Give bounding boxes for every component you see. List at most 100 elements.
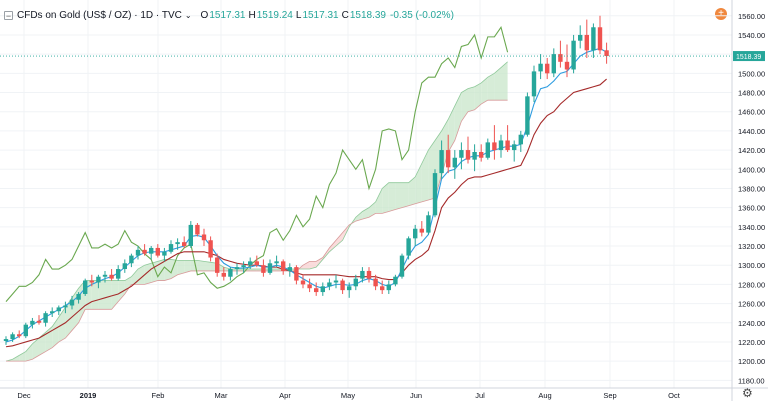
candle-body [353,278,358,287]
cloud-segment [474,82,482,110]
candle-body [472,151,477,160]
x-tick-label: Oct [668,391,681,400]
candle-body [228,269,233,277]
last-price-label: 1518.39 [736,54,761,61]
candle-body [584,34,589,51]
candle-body [234,267,240,270]
gear-icon[interactable]: ⚙ [742,386,753,400]
y-tick-label: 1240.00 [738,319,765,328]
candle-body [241,265,246,268]
candle-body [116,269,121,279]
grid-lines [0,0,732,388]
candle-body [122,263,127,270]
cloud-segment [481,77,488,105]
y-tick-label: 1420.00 [738,146,765,155]
candle-body [221,272,226,277]
candle-body [518,134,523,145]
candle-body [254,261,259,266]
candle-body [551,54,556,74]
candle-body [50,311,55,314]
y-tick-label: 1560.00 [738,12,765,21]
cloud-segment [336,232,343,247]
cloud-segment [197,260,204,271]
candle-body [17,334,22,337]
cloud-segment [157,259,165,281]
collapse-legend-icon[interactable]: − [4,10,13,21]
candle-body [76,293,81,300]
cloud-segment [237,269,244,271]
high-value: 1519.24 [256,9,293,21]
y-tick-label: 1300.00 [738,261,765,270]
candle-body [366,270,372,279]
candle-body [419,228,424,233]
candle-body [149,247,154,254]
cloud-segment [448,105,455,152]
cloud-segment [468,86,475,112]
candle-body [485,142,490,158]
candle-body [373,278,378,287]
cloud-segment [144,263,152,285]
candle-body [571,40,576,70]
candle-body [36,320,42,323]
candles [3,15,609,345]
candle-body [452,157,457,168]
candle-body [406,238,411,256]
y-tick-label: 1200.00 [738,357,765,366]
y-tick-label: 1340.00 [738,223,765,232]
cloud-segment [118,280,125,302]
x-tick-label: Jul [475,391,485,400]
close-label: C [341,9,349,21]
cloud-segment [204,261,211,271]
candle-body [333,280,339,283]
candle-body [578,34,583,41]
symbol-title[interactable]: CFDs on Gold (US$ / OZ) · 1D · TVC [17,9,182,21]
candle-body [142,249,147,254]
candle-body [63,305,68,308]
cloud-segment [421,150,429,202]
candle-body [340,280,345,291]
open-value: 1517.31 [209,9,246,21]
add-symbol-button[interactable]: + [715,8,727,20]
candle-body [201,234,207,241]
y-tick-label: 1480.00 [738,89,765,98]
candle-body [320,286,325,293]
candle-body [287,267,292,271]
y-tick-label: 1280.00 [738,280,765,289]
candle-body [597,27,603,51]
candle-body [432,173,438,216]
open-label: O [200,9,209,21]
cloud-segment [494,67,501,101]
candle-body [248,261,253,266]
candle-body [558,54,563,62]
y-tick-label: 1500.00 [738,69,765,78]
candle-body [43,313,48,323]
y-tick-label: 1220.00 [738,338,765,347]
x-tick-label: Jun [410,391,422,400]
cloud-segment [171,259,178,279]
cloud-segment [32,338,39,360]
candle-body [492,142,497,151]
cloud-segment [65,297,72,339]
candle-body [505,140,510,151]
candle-body [498,140,504,151]
candle-body [399,255,405,277]
cloud-segment [105,280,112,310]
x-tick-label: Feb [152,391,165,400]
chevron-down-icon[interactable]: ⌄ [184,10,192,20]
candle-body [531,71,537,97]
high-label: H [248,9,256,21]
candle-body [135,249,141,256]
candle-body [479,151,484,158]
y-tick-label: 1540.00 [738,31,765,40]
cloud-segment [39,332,46,356]
candle-body [413,228,418,239]
cloud-segment [12,355,20,362]
candle-body [102,274,108,277]
y-tick-label: 1460.00 [738,108,765,117]
x-tick-label: Apr [279,391,291,400]
indicator-lines [5,25,607,362]
cloud-segment [98,280,105,310]
candle-body [360,270,365,279]
